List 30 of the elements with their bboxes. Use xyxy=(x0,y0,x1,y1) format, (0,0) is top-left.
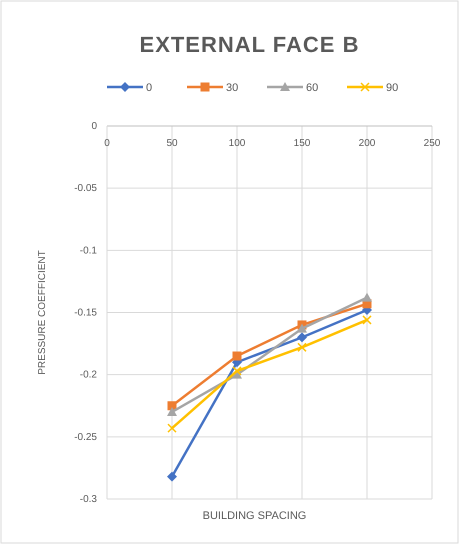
point xyxy=(362,315,372,325)
x-axis-title: BUILDING SPACING xyxy=(202,510,306,522)
point xyxy=(232,352,242,361)
point xyxy=(232,366,242,376)
x-tick-label: 250 xyxy=(424,138,441,149)
x-tick-label: 50 xyxy=(166,138,178,149)
x-tick-label: 100 xyxy=(228,138,246,149)
x-tick-label: 0 xyxy=(104,138,110,149)
y-tick-label: -0.3 xyxy=(80,494,98,505)
legend-label: 0 xyxy=(146,82,152,94)
chart-title: EXTERNAL FACE B xyxy=(140,32,360,57)
y-tick-label: -0.1 xyxy=(80,245,98,256)
y-tick-label: -0.25 xyxy=(74,432,98,443)
y-tick-label: -0.2 xyxy=(80,370,98,381)
point xyxy=(362,292,372,302)
point xyxy=(297,342,307,352)
point xyxy=(297,332,307,342)
y-tick-label: 0 xyxy=(91,121,98,132)
y-axis-title: PRESSURE COEFFICIENT xyxy=(37,250,48,375)
point xyxy=(167,423,177,433)
legend-label: 60 xyxy=(306,82,318,94)
point xyxy=(167,406,177,416)
point xyxy=(167,472,177,482)
legend-label: 90 xyxy=(386,82,398,94)
x-tick-label: 200 xyxy=(358,138,376,149)
point xyxy=(297,324,307,333)
y-tick-label: -0.15 xyxy=(74,308,98,318)
x-tick-label: 150 xyxy=(294,138,311,149)
y-tick-label: -0.05 xyxy=(74,183,98,194)
legend-label: 30 xyxy=(226,82,238,94)
